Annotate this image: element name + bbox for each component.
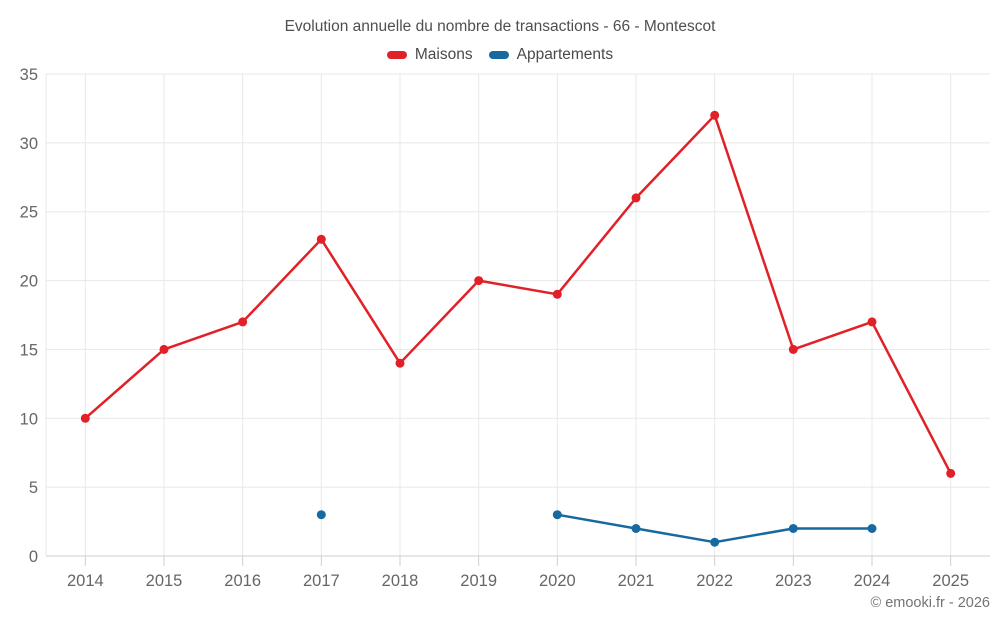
maisons-point-2017[interactable]	[316, 234, 326, 244]
y-tick-label: 10	[20, 410, 38, 428]
maisons-point-2024[interactable]	[867, 317, 877, 327]
maisons-point-2023[interactable]	[788, 344, 798, 354]
maisons-line	[84, 114, 952, 475]
legend-item-maisons[interactable]: Maisons	[386, 46, 473, 64]
legend-label: Appartements	[516, 46, 614, 63]
y-tick-label: 30	[20, 135, 38, 153]
maisons-point-2015[interactable]	[159, 344, 169, 354]
appartements-point-2022[interactable]	[710, 537, 720, 547]
appartements-point-2023[interactable]	[788, 524, 798, 533]
appartements-point-2017[interactable]	[316, 510, 326, 520]
maisons-point-2020[interactable]	[552, 289, 562, 299]
credit-link[interactable]: © emooki.fr - 2026	[870, 595, 990, 611]
chart-title: Evolution annuelle du nombre de transact…	[284, 18, 716, 35]
appartements-point-2020[interactable]	[552, 510, 562, 520]
maisons-point-2014[interactable]	[80, 413, 90, 423]
maisons-point-2019[interactable]	[474, 276, 484, 286]
y-tick-label: 5	[29, 479, 38, 497]
appartements-point-2024[interactable]	[867, 524, 877, 533]
maisons-point-2016[interactable]	[238, 317, 248, 327]
maisons-point-2018[interactable]	[395, 358, 405, 368]
x-tick-label: 2018	[382, 572, 419, 590]
x-tick-label: 2024	[854, 572, 891, 590]
x-tick-label: 2020	[539, 572, 576, 590]
y-tick-label: 20	[20, 273, 38, 291]
x-tick-label: 2017	[303, 572, 340, 590]
appartements-point-2021[interactable]	[631, 524, 641, 533]
legend-swatch-icon	[488, 51, 509, 59]
legend-label: Maisons	[414, 46, 473, 63]
maisons-point-2025[interactable]	[946, 468, 956, 478]
maisons-point-2022[interactable]	[710, 110, 720, 120]
y-tick-label: 25	[20, 204, 38, 222]
legend-item-appartements[interactable]: Appartements	[488, 46, 614, 64]
legend-swatch-icon	[386, 51, 407, 59]
x-tick-label: 2014	[67, 572, 104, 590]
x-tick-label: 2016	[224, 572, 261, 590]
x-tick-label: 2025	[932, 572, 969, 590]
y-tick-label: 0	[29, 548, 38, 566]
legend: Maisons Appartements	[0, 46, 1000, 64]
y-tick-label: 15	[20, 341, 38, 359]
maisons-point-2021[interactable]	[631, 193, 641, 203]
x-tick-label: 2022	[696, 572, 733, 590]
x-tick-label: 2023	[775, 572, 812, 590]
x-tick-label: 2019	[460, 572, 497, 590]
x-tick-label: 2021	[618, 572, 655, 590]
x-tick-label: 2015	[146, 572, 183, 590]
y-tick-label: 35	[20, 66, 38, 84]
